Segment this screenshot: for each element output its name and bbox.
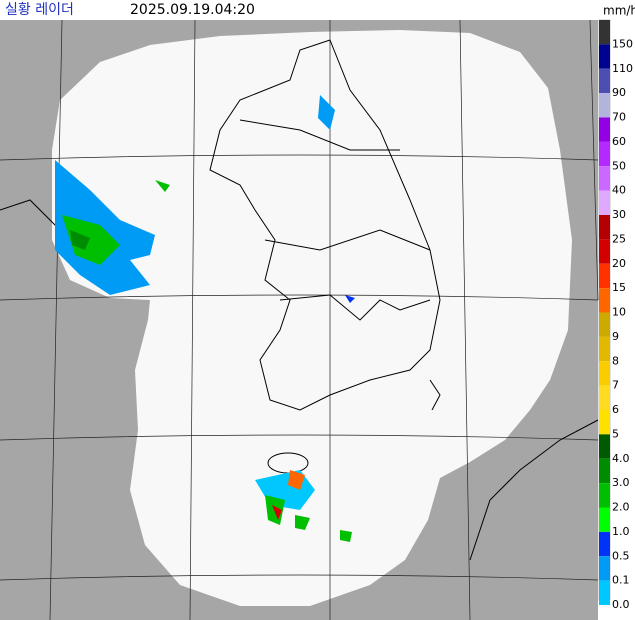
legend-label: 70 — [612, 111, 626, 124]
rain-area — [55, 160, 155, 295]
legend-label: 10 — [612, 306, 626, 319]
legend-swatch — [599, 507, 610, 532]
legend-label: 0.5 — [612, 549, 630, 562]
legend-swatch — [599, 68, 610, 94]
legend-label: 0.0 — [612, 598, 630, 611]
rain-area — [62, 215, 120, 265]
legend-swatch — [599, 312, 610, 337]
legend-swatch — [599, 361, 610, 386]
legend-label: 150 — [612, 37, 633, 50]
title: 실황 레이더 — [5, 2, 74, 18]
legend-swatch — [599, 141, 610, 167]
legend-swatch — [599, 336, 610, 362]
legend: 150 110 90 70 60 50 40 30 25 20 15 10 9 8 7 6 5 4.0 3.0 2.0… — [598, 19, 633, 611]
legend-swatch — [599, 166, 610, 191]
legend-swatch — [599, 410, 610, 435]
legend-swatch — [599, 44, 610, 69]
timestamp: 2025.09.19.04:20 — [130, 2, 255, 18]
unit: mm/h — [603, 4, 635, 18]
legend-label: 1.0 — [612, 525, 630, 538]
legend-swatch — [599, 458, 610, 484]
legend-label: 7 — [612, 379, 619, 392]
rain-area — [295, 515, 310, 530]
legend-label: 60 — [612, 135, 626, 148]
legend-swatch — [599, 117, 610, 142]
legend-label: 90 — [612, 86, 626, 99]
precipitation — [55, 95, 355, 542]
legend-swatch — [599, 580, 610, 605]
legend-label: 30 — [612, 208, 626, 221]
legend-swatch — [599, 239, 610, 264]
rain-area — [340, 530, 352, 542]
grid — [0, 19, 599, 620]
legend-swatch — [599, 20, 610, 45]
legend-label: 25 — [612, 232, 626, 245]
legend-label: 0.1 — [612, 574, 630, 587]
legend-label: 6 — [612, 403, 619, 416]
legend-swatch — [599, 531, 610, 557]
legend-label: 40 — [612, 184, 626, 197]
rain-area — [288, 470, 305, 490]
legend-swatch — [599, 288, 610, 313]
legend-swatch — [599, 556, 610, 581]
legend-label: 8 — [612, 354, 619, 367]
rain-area — [345, 295, 355, 303]
legend-label: 4.0 — [612, 452, 630, 465]
legend-label: 15 — [612, 281, 626, 294]
rain-area — [318, 95, 335, 130]
legend-swatch — [599, 483, 610, 508]
legend-swatch — [599, 434, 610, 459]
legend-label: 3.0 — [612, 476, 630, 489]
legend-label: 9 — [612, 330, 619, 343]
map — [0, 19, 599, 620]
legend-label: 110 — [612, 62, 633, 75]
legend-swatch — [599, 215, 610, 240]
legend-label: 20 — [612, 257, 626, 270]
legend-swatch — [599, 263, 610, 289]
legend-label: 5 — [612, 427, 619, 440]
rain-area — [70, 230, 90, 250]
radar-coverage — [52, 30, 572, 606]
legend-swatch — [599, 190, 610, 215]
legend-swatch — [599, 385, 610, 410]
legend-swatch — [599, 93, 610, 118]
legend-label: 50 — [612, 159, 626, 172]
rain-area — [272, 505, 282, 520]
rain-area — [155, 180, 170, 192]
legend-label: 2.0 — [612, 501, 630, 514]
